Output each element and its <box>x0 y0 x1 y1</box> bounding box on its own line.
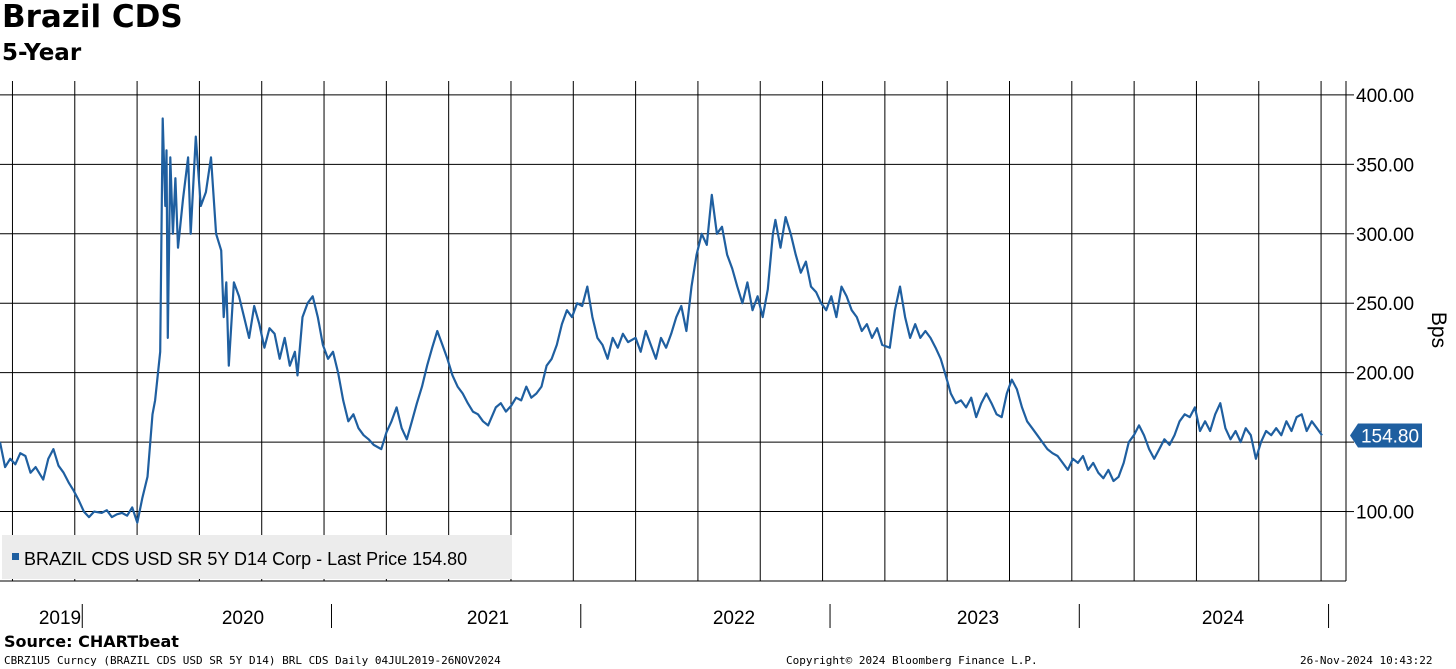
y-tick-label: 400.00 <box>1356 86 1414 107</box>
copyright: Copyright© 2024 Bloomberg Finance L.P. <box>786 654 1038 667</box>
data-series-line <box>0 117 1323 524</box>
y-tick-label: 100.00 <box>1356 503 1414 524</box>
chart-title: Brazil CDS <box>2 0 183 35</box>
legend-label: BRAZIL CDS USD SR 5Y D14 Corp - Last Pri… <box>24 549 467 569</box>
source-label: Source: CHARTbeat <box>4 632 179 651</box>
timestamp: 26-Nov-2024 10:43:22 <box>1300 654 1433 667</box>
x-year-label: 2020 <box>222 608 264 629</box>
y-tick-label: 200.00 <box>1356 364 1414 385</box>
y-tick-label: 300.00 <box>1356 225 1414 246</box>
x-year-label: 2022 <box>713 608 755 629</box>
y-tick-label: 250.00 <box>1356 294 1414 315</box>
chart-subtitle: 5-Year <box>2 40 82 66</box>
legend-swatch <box>12 553 19 560</box>
last-price-badge <box>1350 423 1422 448</box>
y-tick-label: 350.00 <box>1356 155 1414 176</box>
x-year-label: 2021 <box>467 608 509 629</box>
x-year-label: 2024 <box>1202 608 1245 629</box>
y-axis-label: Bps <box>1427 312 1450 348</box>
ticker-info: CBRZ1U5 Curncy (BRAZIL CDS USD SR 5Y D14… <box>4 654 501 667</box>
legend-box <box>2 535 512 579</box>
x-year-label: 2019 <box>39 608 81 629</box>
last-price-label: 154.80 <box>1361 426 1419 447</box>
x-year-label: 2023 <box>957 608 999 629</box>
